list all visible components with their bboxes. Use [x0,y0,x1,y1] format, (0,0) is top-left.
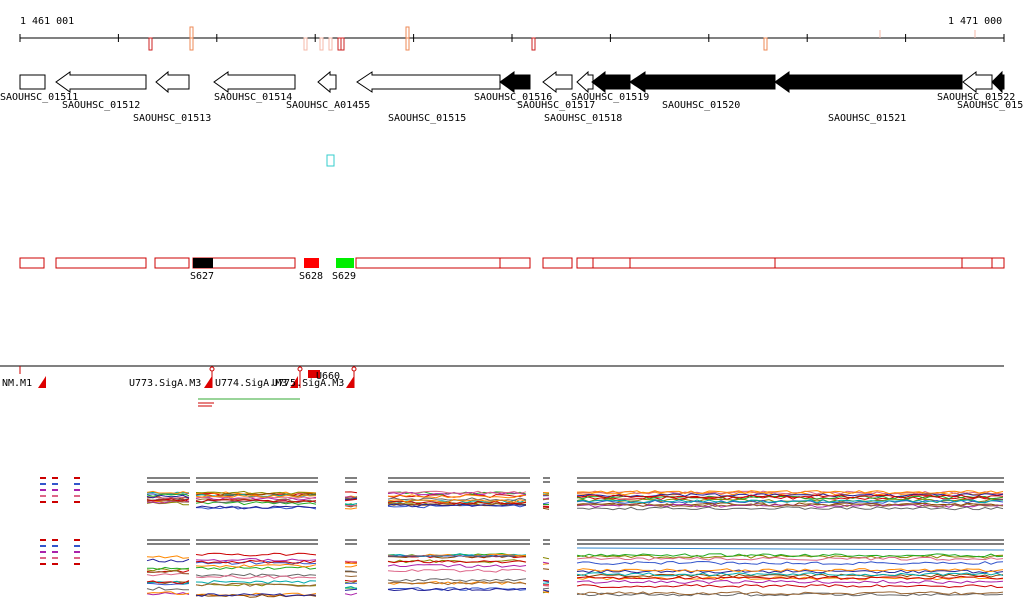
gene-label: SAOUHSC_01522 [937,92,1015,103]
variant-marker[interactable] [763,37,768,51]
gene-label: SAOUHSC_01521 [828,113,906,124]
ruler-end-label: 1 471 000 [948,16,1002,27]
gene-SAOUHSC_A01455[interactable]: SAOUHSC_A01455 [286,70,370,111]
gene-label: SAOUHSC_01512 [62,100,140,111]
gene-SAOUHSC_01516[interactable]: SAOUHSC_01516 [474,71,552,103]
gene-SAOUHSC_01511[interactable]: SAOUHSC_01511 [0,74,78,103]
segment-label: S628 [299,271,323,282]
gene-label: SAOUHSC_01518 [544,113,622,124]
segment-outline[interactable] [961,257,993,269]
gene-SAOUHSC_01517[interactable]: SAOUHSC_01517 [517,70,595,111]
variant-marker[interactable] [328,37,333,51]
segment-S628[interactable]: S628 [299,258,323,282]
segment-outline[interactable] [542,257,573,269]
gene-SAOUHSC_01515[interactable]: SAOUHSC_01515 [356,71,501,124]
coordinate-ruler: 1 461 001 1 471 000 [19,16,1005,51]
gene-label: SAOUHSC_01519 [571,92,649,103]
segment-S627[interactable]: S627 [190,258,214,282]
variant-marker[interactable] [303,37,308,51]
segment-outline[interactable] [19,257,45,269]
variant-markers[interactable] [148,26,976,51]
gene-label: SAOUHSC_01514 [214,92,292,103]
variant-marker[interactable] [189,37,194,51]
operon-track[interactable]: U660 NM.M1 U773.SigA.M3 U774.SigA.M3 U77… [0,365,1004,407]
gene-SAOUHSC_01513[interactable]: SAOUHSC_01513 [133,70,211,124]
variant-marker[interactable] [148,37,153,51]
gene-SAOUHSC_01521[interactable]: SAOUHSC_01521 [774,71,963,124]
segment-outline[interactable] [629,257,776,269]
gene-SAOUHSC_01518[interactable]: SAOUHSC_01518 [544,70,622,124]
operon-label-NM: NM.M1 [2,378,32,389]
segment-outline[interactable] [499,257,531,269]
gene-label: SAOUHSC_01515 [388,113,466,124]
segment-label: S629 [332,271,356,282]
gene-track[interactable]: SAOUHSC_01511 SAOUHSC_01512 SAOUHSC_0151… [0,70,1023,124]
feature-box[interactable] [326,154,335,167]
gene-label: SAOUHSC_015 [957,100,1023,111]
gene-SAOUHSC_015-partial[interactable]: SAOUHSC_015 [957,70,1023,111]
gene-label: SAOUHSC_01520 [662,100,740,111]
segment-S629[interactable]: S629 [332,258,356,282]
segment-outline[interactable] [55,257,147,269]
segment-outline[interactable] [991,257,1005,269]
operon-label-U773: U773.SigA.M3 [129,378,201,389]
variant-marker[interactable] [340,37,345,51]
expression-tracks [40,477,1005,598]
segment-label: S627 [190,271,214,282]
variant-marker[interactable] [531,37,536,51]
segment-outline[interactable] [154,257,190,269]
gene-SAOUHSC_01519[interactable]: SAOUHSC_01519 [571,70,649,103]
variant-marker[interactable] [405,37,410,51]
operon-label-U775: U775.SigA.M3 [272,378,344,389]
segment-outline[interactable] [592,257,631,269]
gene-label: SAOUHSC_A01455 [286,100,370,111]
operon-label-U660: U660 [316,371,340,382]
segment-track[interactable]: S627 S628 S629 [19,257,1005,282]
ruler-start-label: 1 461 001 [20,16,74,27]
gene-SAOUHSC_01514[interactable]: SAOUHSC_01514 [213,71,296,103]
gene-label: SAOUHSC_01511 [0,92,78,103]
gene-SAOUHSC_01512[interactable]: SAOUHSC_01512 [55,71,147,111]
variant-marker[interactable] [319,37,324,51]
gene-label: SAOUHSC_01513 [133,113,211,124]
operon-label-U774: U774.SigA.M3 [215,378,287,389]
gene-SAOUHSC_01522[interactable]: SAOUHSC_01522 [937,70,1015,103]
gene-SAOUHSC_01520[interactable]: SAOUHSC_01520 [629,71,776,111]
gene-label: SAOUHSC_01516 [474,92,552,103]
segment-outline[interactable] [774,257,963,269]
operon-U660-box[interactable] [308,370,320,378]
gene-label: SAOUHSC_01517 [517,100,595,111]
